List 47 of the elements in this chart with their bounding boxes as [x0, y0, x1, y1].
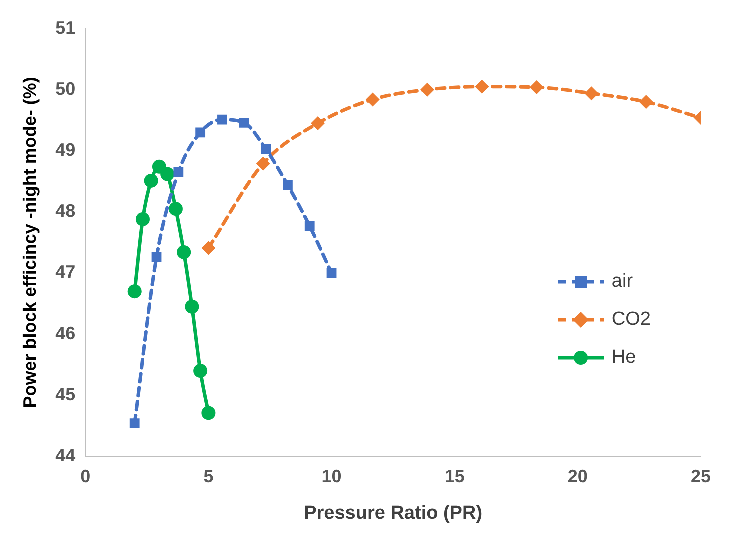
point [202, 406, 216, 420]
legend-label: air [612, 271, 634, 293]
y-axis-title: Power block efficincy -night mode- (%) [20, 77, 40, 408]
point [256, 156, 270, 171]
point [639, 95, 654, 110]
point [128, 284, 142, 299]
point [261, 144, 271, 154]
y-tick-label: 48 [56, 201, 76, 222]
point [144, 174, 158, 188]
y-tick-label: 46 [56, 323, 76, 344]
y-tick-label: 49 [56, 140, 76, 160]
point [218, 114, 228, 125]
point [530, 80, 544, 94]
point [475, 80, 490, 94]
x-axis-title: Pressure Ratio (PR) [304, 502, 483, 524]
point [326, 268, 337, 278]
x-tick-label: 5 [204, 466, 214, 486]
point [196, 128, 206, 138]
point [239, 118, 250, 128]
point [130, 418, 140, 429]
x-tick-label: 10 [322, 466, 342, 486]
legend-label: CO2 [612, 309, 651, 331]
x-tick-label: 15 [444, 466, 465, 486]
point [420, 82, 435, 97]
point [152, 252, 162, 262]
point [168, 202, 183, 216]
point [202, 241, 216, 256]
point [366, 92, 380, 107]
y-tick-label: 47 [56, 262, 76, 282]
point [310, 116, 325, 131]
point [160, 167, 175, 182]
x-tick-label: 25 [690, 466, 712, 486]
point [136, 212, 150, 226]
point [174, 167, 184, 178]
x-tick-label: 20 [568, 466, 588, 486]
y-tick-label: 45 [56, 384, 76, 404]
y-tick-label: 50 [56, 78, 76, 99]
y-tick-label: 51 [56, 18, 76, 38]
point [185, 300, 200, 314]
y-tick-label: 44 [56, 446, 76, 466]
point [304, 221, 315, 232]
point [283, 180, 293, 190]
legend-label: He [612, 347, 636, 369]
point [177, 245, 192, 260]
point [194, 364, 208, 378]
x-tick-label: 0 [80, 466, 91, 486]
point [584, 86, 599, 101]
